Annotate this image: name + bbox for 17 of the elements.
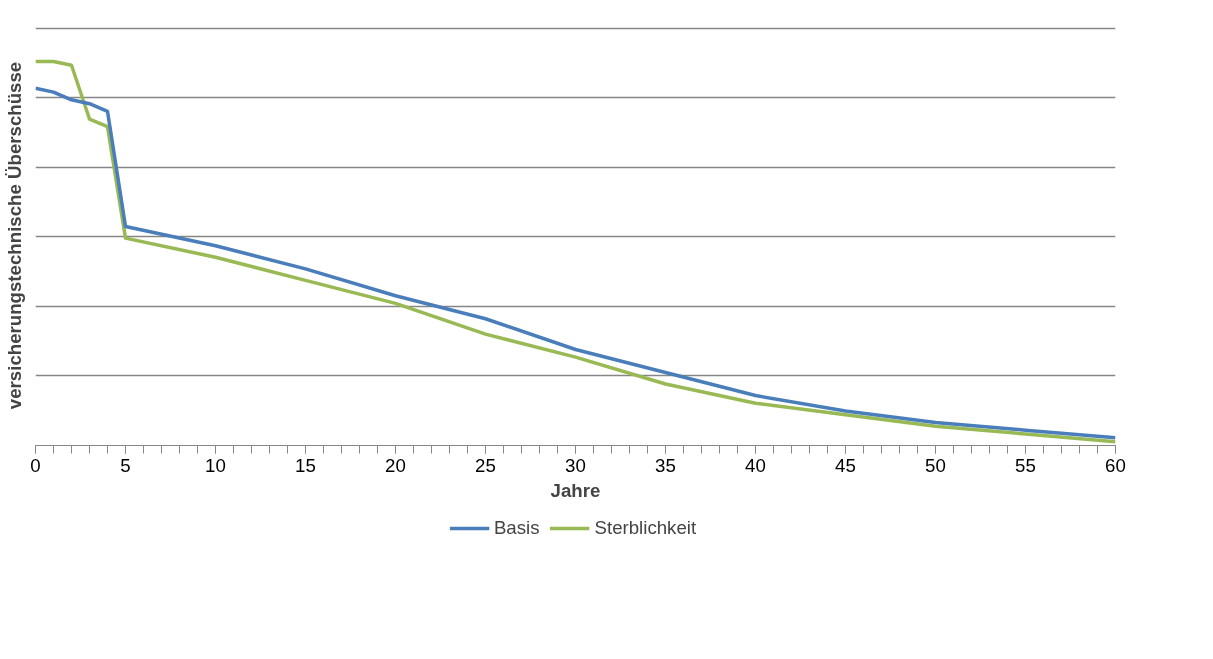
legend-label: Basis: [493, 517, 540, 539]
x-tick-label: 20: [385, 454, 406, 476]
x-tick-label: 40: [745, 454, 766, 476]
legend-label: Sterblichkeit: [594, 517, 697, 539]
x-tick-label: 15: [295, 454, 316, 476]
x-tick-label: 60: [1105, 454, 1126, 476]
x-tick-label: 25: [475, 454, 496, 476]
x-tick-label: 35: [655, 454, 676, 476]
x-tick-label: 30: [565, 454, 586, 476]
y-axis-title: versicherungstechnische Überschüsse: [3, 61, 25, 410]
x-axis-title: Jahre: [550, 479, 601, 501]
x-tick-label: 45: [835, 454, 856, 476]
x-tick-label: 55: [1015, 454, 1036, 476]
x-tick-label: 10: [205, 454, 226, 476]
x-tick-label: 5: [120, 454, 131, 476]
x-tick-label: 0: [30, 454, 41, 476]
x-tick-label: 50: [925, 454, 946, 476]
